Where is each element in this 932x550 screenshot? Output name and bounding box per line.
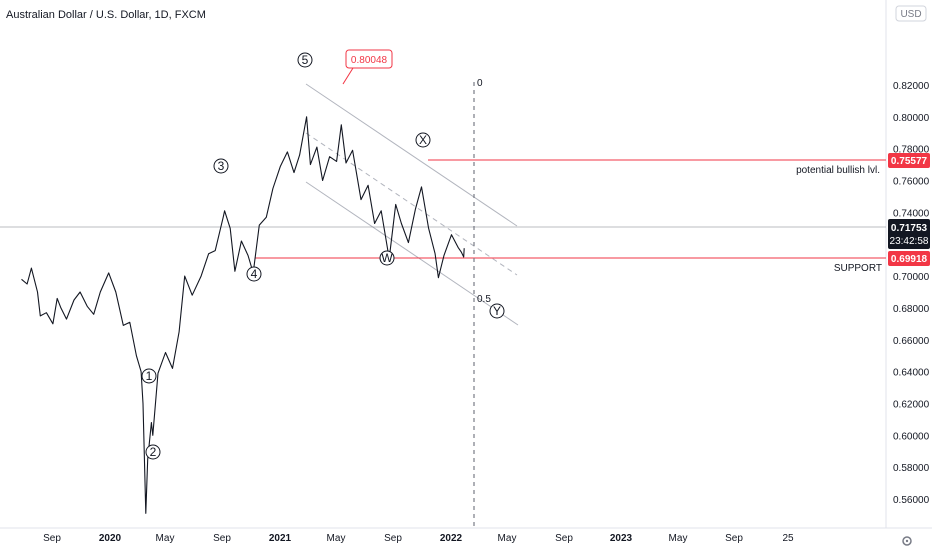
price-series-line [21,116,465,514]
resistance-price-text: 0.75577 [891,156,928,167]
currency-selector[interactable]: USD [895,5,927,22]
y-tick-label: 0.66000 [893,336,930,347]
support-price-tag: 0.69918 [888,251,930,266]
x-tick-label: May [327,533,346,544]
svg-text:Y: Y [493,304,501,318]
fib-zero-label: 0 [477,78,483,89]
price-levels [0,82,886,528]
y-tick-label: 0.74000 [893,208,930,219]
svg-text:4: 4 [251,267,258,281]
wave-label-w[interactable]: W [379,250,395,266]
support-annotation: SUPPORT [834,263,882,274]
x-tick-label: 2023 [610,533,633,544]
wave-label-y[interactable]: Y [489,303,505,319]
channel-upper-line[interactable] [305,83,518,227]
wave-label-1[interactable]: 1 [141,368,157,384]
trend-channels [305,83,519,326]
wave-label-4[interactable]: 4 [246,266,262,282]
peak-callout-label: 0.80048 [351,55,388,66]
last-price-tag: 0.71753 23:42:58 [888,219,930,249]
svg-text:1: 1 [146,369,153,383]
chart-title: Australian Dollar / U.S. Dollar, 1D, FXC… [6,9,206,21]
x-tick-label: 2022 [440,533,463,544]
y-tick-label: 0.78000 [893,145,930,156]
y-tick-label: 0.60000 [893,431,930,442]
resistance-price-tag: 0.75577 [888,153,930,168]
svg-text:W: W [381,251,393,265]
y-tick-label: 0.76000 [893,177,930,188]
currency-label: USD [900,9,921,20]
fib-half-label: 0.5 [477,294,491,305]
wave-label-5[interactable]: 5 [297,52,313,68]
countdown-text: 23:42:58 [890,236,929,247]
y-tick-label: 0.80000 [893,113,930,124]
x-tick-label: Sep [43,533,61,544]
wave-label-3[interactable]: 3 [213,158,229,174]
channel-lower-line[interactable] [305,181,519,326]
y-tick-label: 0.82000 [893,81,930,92]
x-tick-label: May [498,533,517,544]
x-tick-label: Sep [725,533,743,544]
wave-label-x[interactable]: X [415,132,431,148]
y-tick-label: 0.64000 [893,368,930,379]
y-tick-label: 0.70000 [893,272,930,283]
y-tick-label: 0.58000 [893,463,930,474]
x-tick-label: 25 [782,533,794,544]
x-tick-label: Sep [213,533,231,544]
y-tick-label: 0.68000 [893,304,930,315]
support-price-text: 0.69918 [891,254,928,265]
x-tick-label: Sep [384,533,402,544]
channel-mid-line[interactable] [305,132,518,276]
x-tick-label: May [156,533,175,544]
y-axis-ticks: 0.56000 0.58000 0.60000 0.62000 0.64000 0.660… [893,81,930,506]
x-tick-label: 2021 [269,533,292,544]
x-tick-label: 2020 [99,533,122,544]
svg-text:X: X [419,133,427,147]
y-tick-label: 0.56000 [893,495,930,506]
axes [0,0,932,529]
x-axis-ticks: Sep 2020 May Sep 2021 May Sep 2022 May Sep 2023 May… [43,533,794,544]
peak-callout-box [345,49,393,69]
potential-bullish-label: potential bullish lvl. [796,165,880,176]
wave-labels: 1 2 3 4 5 W X Y [141,52,505,460]
x-tick-label: Sep [555,533,573,544]
wave-label-2[interactable]: 2 [145,444,161,460]
svg-text:2: 2 [150,445,157,459]
y-tick-label: 0.62000 [893,400,930,411]
svg-text:5: 5 [302,53,309,67]
last-price-text: 0.71753 [891,223,928,234]
x-tick-label: May [669,533,688,544]
peak-callout[interactable]: 0.80048 [342,49,393,85]
settings-gear-icon[interactable] [902,536,912,546]
svg-text:3: 3 [218,159,225,173]
